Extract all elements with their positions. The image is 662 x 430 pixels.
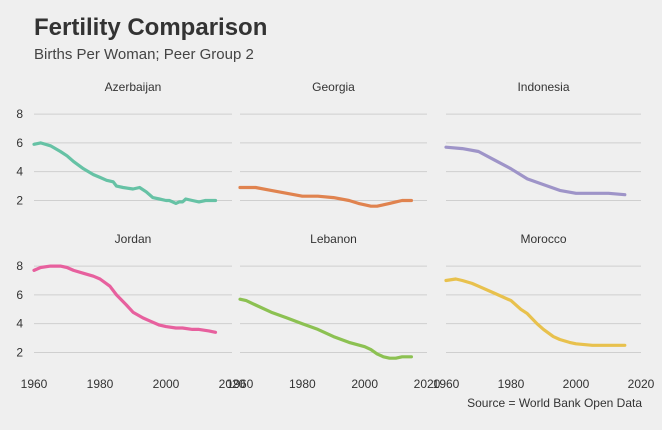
x-tick-label: 2000 bbox=[153, 377, 180, 391]
chart-title: Fertility Comparison bbox=[34, 14, 268, 41]
series-line-morocco bbox=[444, 277, 627, 347]
y-tick-label: 4 bbox=[16, 317, 23, 331]
series-line-indonesia bbox=[444, 145, 627, 197]
series-line-azerbaijan bbox=[32, 141, 218, 205]
facet-panel-jordan: Jordan 2 4 6 8 1960 1980 2000 2020 bbox=[16, 232, 245, 391]
facet-strip-label: Indonesia bbox=[517, 80, 569, 94]
chart-caption: Source = World Bank Open Data bbox=[467, 396, 642, 410]
y-tick-label: 6 bbox=[16, 136, 23, 150]
facet-strip-label: Georgia bbox=[312, 80, 355, 94]
series-line-jordan bbox=[32, 264, 218, 334]
x-tick-label: 1960 bbox=[21, 377, 48, 391]
series-line-georgia bbox=[238, 185, 413, 208]
y-tick-label: 4 bbox=[16, 165, 23, 179]
y-tick-label: 6 bbox=[16, 288, 23, 302]
x-tick-label: 2020 bbox=[414, 377, 441, 391]
y-tick-label: 2 bbox=[16, 345, 23, 359]
x-tick-label: 2000 bbox=[563, 377, 590, 391]
series-line-lebanon bbox=[238, 297, 413, 360]
facet-strip-label: Jordan bbox=[115, 232, 152, 246]
facet-panel-indonesia: Indonesia bbox=[444, 80, 641, 201]
facet-strip-label: Morocco bbox=[520, 232, 566, 246]
x-tick-label: 1960 bbox=[227, 377, 254, 391]
x-tick-label: 2020 bbox=[628, 377, 655, 391]
x-tick-label: 2020 bbox=[219, 377, 246, 391]
y-tick-label: 2 bbox=[16, 193, 23, 207]
facet-panel-lebanon: Lebanon 1960 1980 2000 2020 bbox=[227, 232, 441, 391]
y-tick-label: 8 bbox=[16, 259, 23, 273]
facet-panel-azerbaijan: Azerbaijan 2 4 6 8 bbox=[16, 80, 232, 207]
facet-strip-label: Azerbaijan bbox=[105, 80, 162, 94]
facet-panel-georgia: Georgia bbox=[238, 80, 427, 208]
facet-panel-morocco: Morocco 1960 1980 2000 2020 bbox=[433, 232, 655, 391]
y-tick-label: 8 bbox=[16, 107, 23, 121]
x-tick-label: 1980 bbox=[289, 377, 316, 391]
x-tick-label: 1980 bbox=[87, 377, 114, 391]
chart-subtitle: Births Per Woman; Peer Group 2 bbox=[34, 46, 254, 63]
x-tick-label: 2000 bbox=[351, 377, 378, 391]
x-tick-label: 1960 bbox=[433, 377, 460, 391]
facet-strip-label: Lebanon bbox=[310, 232, 357, 246]
x-tick-label: 1980 bbox=[498, 377, 525, 391]
